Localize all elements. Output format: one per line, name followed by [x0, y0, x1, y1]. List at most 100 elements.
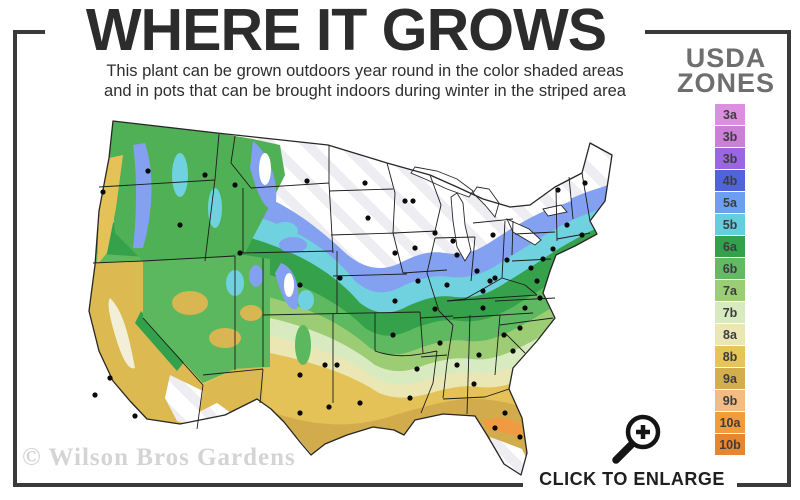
city-dot — [454, 362, 460, 368]
legend-title-line-1: USDA — [685, 43, 767, 73]
city-dot — [365, 215, 371, 221]
city-dot — [444, 282, 450, 288]
city-dot — [414, 366, 420, 372]
city-dot — [534, 278, 540, 284]
city-dot — [392, 298, 398, 304]
city-dot — [237, 250, 243, 256]
city-dot — [490, 232, 496, 238]
city-dot — [334, 362, 340, 368]
city-dot — [145, 168, 151, 174]
city-dot — [564, 222, 570, 228]
legend-zone-chip-6a-6: 6a — [715, 236, 745, 257]
map-zone-shading — [89, 121, 612, 475]
city-dot — [582, 180, 588, 186]
frame-bottom-left-segment — [13, 483, 523, 487]
legend-zone-chip-6b-7: 6b — [715, 258, 745, 279]
city-dot — [392, 250, 398, 256]
city-dot — [437, 340, 443, 346]
legend-title-line-2: ZONES — [676, 68, 775, 98]
city-dot — [487, 278, 493, 284]
city-dot — [517, 325, 523, 331]
legend-zone-list: 3a 3b 3b 4b 5a 5b 6a 6b 7a 7b 8a 8b 9a 9b 10a 10b — [715, 104, 745, 456]
city-dot — [480, 288, 486, 294]
city-dot — [522, 305, 528, 311]
legend-zone-chip-10a-14: 10a — [715, 412, 745, 433]
city-dot — [357, 400, 363, 406]
city-dot — [432, 230, 438, 236]
city-dot — [107, 375, 113, 381]
city-dot — [337, 275, 343, 281]
city-dot — [132, 413, 138, 419]
click-to-enlarge-label[interactable]: CLICK TO ENLARGE — [539, 469, 725, 489]
city-dot — [232, 182, 238, 188]
legend-zone-chip-7a-8: 7a — [715, 280, 745, 301]
legend-zone-chip-3b-1: 3b — [715, 126, 745, 147]
city-dot — [450, 238, 456, 244]
city-dot — [517, 434, 523, 440]
city-dot — [412, 245, 418, 251]
city-dot — [555, 187, 561, 193]
usda-zones-legend: USDA ZONES 3a 3b 3b 4b 5a 5b 6a 6b 7a 7b 8a 8b 9a 9b 1… — [668, 43, 784, 455]
state-borders — [92, 133, 591, 430]
frame-top-right-segment — [645, 30, 791, 34]
city-dot — [407, 395, 413, 401]
city-dot — [297, 372, 303, 378]
city-dot — [579, 232, 585, 238]
city-dot — [326, 404, 332, 410]
city-dot — [297, 282, 303, 288]
subtitle: This plant can be grown outdoors year ro… — [45, 61, 685, 101]
city-dot — [502, 410, 508, 416]
city-dot — [501, 332, 507, 338]
city-dot — [92, 392, 98, 398]
city-dot — [504, 257, 510, 263]
legend-zone-chip-9a-12: 9a — [715, 368, 745, 389]
city-dot — [480, 305, 486, 311]
city-dot — [476, 352, 482, 358]
city-dot — [297, 410, 303, 416]
legend-zone-chip-3a-0: 3a — [715, 104, 745, 125]
frame-left — [13, 30, 17, 487]
city-dot — [202, 172, 208, 178]
legend-zone-chip-5a-4: 5a — [715, 192, 745, 213]
city-dot — [362, 180, 368, 186]
city-dots — [92, 168, 588, 440]
legend-zone-chip-7b-9: 7b — [715, 302, 745, 323]
legend-zone-chip-5b-5: 5b — [715, 214, 745, 235]
city-dot — [528, 265, 534, 271]
watermark: © Wilson Bros Gardens — [22, 444, 296, 471]
city-dot — [177, 222, 183, 228]
magnifier-zoom-in-icon[interactable] — [603, 406, 665, 468]
city-dot — [410, 198, 416, 204]
city-dot — [432, 306, 438, 312]
frame-top-left-segment — [13, 30, 45, 34]
city-dot — [510, 348, 516, 354]
page-title: WHERE IT GROWS — [85, 0, 607, 63]
subtitle-line-2: and in pots that can be brought indoors … — [104, 82, 626, 100]
legend-title: USDA ZONES — [668, 43, 784, 98]
city-dot — [100, 189, 106, 195]
city-dot — [492, 425, 498, 431]
legend-zone-chip-8a-10: 8a — [715, 324, 745, 345]
legend-zone-chip-3b-2: 3b — [715, 148, 745, 169]
subtitle-line-1: This plant can be grown outdoors year ro… — [106, 62, 624, 80]
frame-bottom-right-segment — [737, 483, 791, 487]
city-dot — [322, 362, 328, 368]
city-dot — [390, 332, 396, 338]
legend-zone-chip-10b-15: 10b — [715, 434, 745, 455]
us-outline — [88, 120, 613, 476]
usda-zones-map[interactable] — [85, 113, 665, 485]
legend-zone-chip-8b-11: 8b — [715, 346, 745, 367]
city-dot — [304, 178, 310, 184]
city-dot — [402, 198, 408, 204]
city-dot — [537, 295, 543, 301]
legend-zone-chip-9b-13: 9b — [715, 390, 745, 411]
city-dot — [492, 275, 498, 281]
frame-right — [787, 30, 791, 487]
legend-zone-chip-4b-3: 4b — [715, 170, 745, 191]
city-dot — [454, 252, 460, 258]
city-dot — [474, 268, 480, 274]
city-dot — [550, 246, 556, 252]
city-dot — [540, 256, 546, 262]
city-dot — [415, 278, 421, 284]
city-dot — [471, 381, 477, 387]
